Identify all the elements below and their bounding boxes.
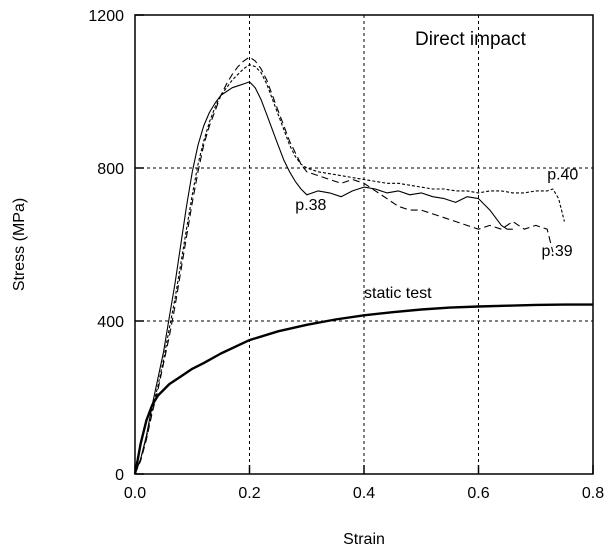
annotation-label: p.39 xyxy=(541,243,572,260)
x-axis-title: Strain xyxy=(343,531,385,548)
x-tick-label: 0.8 xyxy=(582,485,604,502)
annotation-label: p.38 xyxy=(295,197,326,214)
chart-title: Direct impact xyxy=(415,29,527,50)
y-tick-label: 0 xyxy=(115,467,124,484)
x-tick-label: 0.4 xyxy=(353,485,375,502)
series-line-static-test xyxy=(133,303,593,475)
x-tick-labels: 0.0 0.2 0.4 0.6 0.8 xyxy=(124,485,604,502)
annotation-label: p.40 xyxy=(547,166,578,183)
annotation-label: static test xyxy=(364,285,432,302)
series-group xyxy=(133,56,593,475)
y-tick-label: 800 xyxy=(97,161,124,178)
x-tick-label: 0.0 xyxy=(124,485,146,502)
grid-lines xyxy=(135,15,593,474)
y-axis-title: Stress (MPa) xyxy=(11,198,28,291)
y-tick-label: 400 xyxy=(97,314,124,331)
series-line-p-38 xyxy=(134,81,513,475)
y-tick-label: 1200 xyxy=(88,8,124,25)
x-tick-label: 0.2 xyxy=(238,485,260,502)
annotations: p.38 p.39 p.40 static test xyxy=(295,166,578,302)
series-line-p-40 xyxy=(134,64,565,475)
y-tick-labels: 0 400 800 1200 xyxy=(88,8,124,484)
series-line-p-39 xyxy=(134,56,554,475)
x-tick-label: 0.6 xyxy=(467,485,489,502)
